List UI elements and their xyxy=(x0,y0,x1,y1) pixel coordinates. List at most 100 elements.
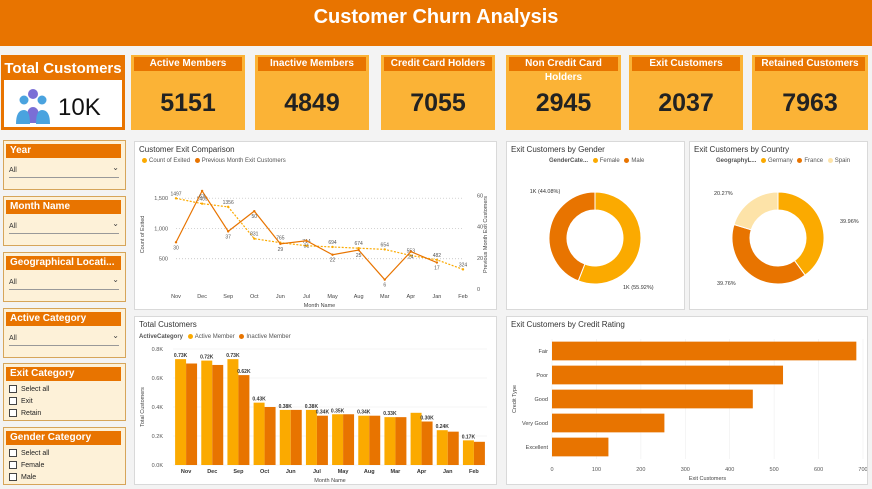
x-tick-label: Mar xyxy=(380,294,390,300)
bar-inactive-member xyxy=(186,363,198,465)
bar-inactive-member xyxy=(238,375,250,465)
checkbox-retain[interactable]: Retain xyxy=(9,409,41,417)
bar-active-member xyxy=(253,402,265,465)
data-point xyxy=(409,254,413,257)
checkbox-box[interactable] xyxy=(9,385,17,393)
donut-slice xyxy=(577,191,642,285)
chevron-down-icon[interactable]: ⌄ xyxy=(112,275,119,284)
y2-tick-label: 0 xyxy=(477,287,480,293)
y-tick-label: 0.2K xyxy=(152,434,164,440)
country-donut-chart: 39.96% 39.76% 20.27% xyxy=(714,191,859,287)
chevron-down-icon[interactable]: ⌄ xyxy=(112,163,119,172)
kpi-active-members[interactable]: Active Members 5151 xyxy=(131,55,245,130)
data-point xyxy=(357,248,360,252)
panel-exit-by-credit-rating: Exit Customers by Credit Rating 0 100 200 3… xyxy=(506,316,868,485)
slicer-exit-category[interactable]: Exit Category Select all Exit Retain xyxy=(3,363,126,421)
checkbox-box[interactable] xyxy=(9,409,17,417)
data-label: 0.73K xyxy=(174,353,188,359)
slicer-value[interactable]: All xyxy=(9,167,17,174)
slicer-value[interactable]: All xyxy=(9,279,17,286)
kpi-total-value: 10K xyxy=(58,94,101,121)
x-tick-label: 400 xyxy=(725,467,734,473)
checkbox-box[interactable] xyxy=(9,461,17,469)
slicer-geographical-location[interactable]: Geographical Locati... All ⌄ xyxy=(3,252,126,302)
kpi-credit-card-holders[interactable]: Credit Card Holders 7055 xyxy=(381,55,495,130)
data-label: 1K (55.92%) xyxy=(623,285,654,291)
checkbox-select-all[interactable]: Select all xyxy=(9,385,49,393)
x-axis-label: Month Name xyxy=(304,303,336,309)
kpi-label: Active Members xyxy=(134,57,242,71)
kpi-exit-customers[interactable]: Exit Customers 2037 xyxy=(629,55,743,130)
kpi-label: Credit Card Holders xyxy=(384,57,492,71)
checkbox-box[interactable] xyxy=(9,449,17,457)
slicer-title: Gender Category xyxy=(6,431,121,445)
data-point xyxy=(409,250,413,253)
x-tick-label: May xyxy=(327,294,338,300)
page-title: Customer Churn Analysis xyxy=(313,6,559,28)
data-label: 50 xyxy=(251,214,257,220)
slicer-value[interactable]: All xyxy=(9,335,17,342)
y2-tick-label: 40 xyxy=(477,225,483,231)
dashboard-header: Customer Churn Analysis xyxy=(0,0,872,46)
legend-swatch xyxy=(761,158,767,163)
kpi-inactive-members[interactable]: Inactive Members 4849 xyxy=(255,55,369,130)
kpi-label: Inactive Members xyxy=(258,57,366,71)
data-label: 37 xyxy=(225,234,231,240)
bar-inactive-member xyxy=(447,431,459,465)
checkbox-box[interactable] xyxy=(9,473,17,481)
checkbox-male[interactable]: Male xyxy=(9,473,36,481)
y-tick-label: Good xyxy=(535,397,548,403)
legend-title: ActiveCategory xyxy=(139,334,184,341)
bar-active-member xyxy=(227,359,239,465)
y-tick-label: 0.0K xyxy=(152,463,164,469)
legend-label: Active Member xyxy=(194,334,235,341)
legend-swatch xyxy=(194,158,200,163)
data-label: 0.38K xyxy=(305,404,319,410)
slicer-value[interactable]: All xyxy=(9,223,17,230)
checkbox-female[interactable]: Female xyxy=(9,461,44,469)
data-label: 0.43K xyxy=(252,397,266,403)
panel-exit-by-country: Exit Customers by Country GeographyL... … xyxy=(689,141,868,310)
bar-active-member xyxy=(305,409,317,465)
data-point xyxy=(305,239,308,242)
checkbox-exit[interactable]: Exit xyxy=(9,397,33,405)
checkbox-select-all[interactable]: Select all xyxy=(9,449,49,457)
horizontal-bar-chart: 0 100 200 300 400 500 600 700 Fair Poor Good Very G… xyxy=(512,339,867,482)
data-label: 1497 xyxy=(170,191,181,197)
bar-inactive-member xyxy=(395,417,407,465)
slicer-active-category[interactable]: Active Category All ⌄ xyxy=(3,308,126,358)
x-tick-label: Aug xyxy=(364,469,375,475)
kpi-non-credit-card-holders[interactable]: Non Credit Card Holders 2945 xyxy=(506,55,621,130)
data-point xyxy=(279,242,282,246)
slicer-gender-category[interactable]: Gender Category Select all Female Male xyxy=(3,427,126,485)
x-tick-label: Jan xyxy=(432,294,441,300)
data-label: 0.33K xyxy=(383,411,397,417)
kpi-total-customers[interactable]: Total Customers 10K xyxy=(1,55,125,130)
kpi-label: Non Credit Card Holders xyxy=(509,57,618,83)
chart-legend: ActiveCategory Active Member Inactive Me… xyxy=(139,334,291,340)
bar-inactive-member xyxy=(369,415,381,465)
bar-inactive-member xyxy=(212,364,224,465)
kpi-retained-customers[interactable]: Retained Customers 7963 xyxy=(752,55,868,130)
slicer-year[interactable]: Year All ⌄ xyxy=(3,140,126,190)
legend-label: France xyxy=(804,158,824,165)
slicer-month-name[interactable]: Month Name All ⌄ xyxy=(3,196,126,246)
data-label: 22 xyxy=(330,258,336,264)
data-label: 20.27% xyxy=(714,191,733,197)
y-axis-label: Count of Exited xyxy=(140,216,146,254)
checkbox-box[interactable] xyxy=(9,397,17,405)
data-point xyxy=(226,205,230,209)
x-tick-label: 500 xyxy=(770,467,779,473)
legend-swatch xyxy=(187,334,193,339)
chevron-down-icon[interactable]: ⌄ xyxy=(112,331,119,340)
kpi-value: 5151 xyxy=(160,89,216,117)
data-label: 0.35K xyxy=(331,408,345,414)
y-tick-label: 1,000 xyxy=(154,226,168,232)
data-label: 1K (44.08%) xyxy=(530,189,561,195)
bar-active-member xyxy=(332,414,344,465)
y-tick-label: Very Good xyxy=(522,421,548,427)
data-label: 0.24K xyxy=(436,424,450,430)
chevron-down-icon[interactable]: ⌄ xyxy=(112,219,119,228)
kpi-label: Retained Customers xyxy=(755,57,865,71)
y-tick-label: Excellent xyxy=(526,445,549,451)
